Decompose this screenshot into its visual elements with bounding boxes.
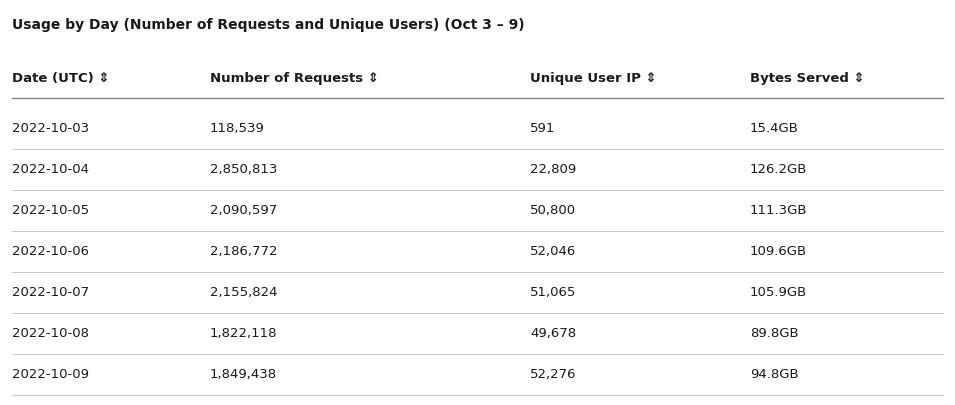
- Text: 1,849,438: 1,849,438: [210, 368, 277, 381]
- Text: 52,276: 52,276: [530, 368, 577, 381]
- Text: Date (UTC) ⇕: Date (UTC) ⇕: [12, 72, 110, 85]
- Text: 2,850,813: 2,850,813: [210, 163, 277, 176]
- Text: 2022-10-03: 2022-10-03: [12, 122, 89, 135]
- Text: Unique User IP ⇕: Unique User IP ⇕: [530, 72, 657, 85]
- Text: 2022-10-06: 2022-10-06: [12, 245, 89, 258]
- Text: 15.4GB: 15.4GB: [750, 122, 799, 135]
- Text: 111.3GB: 111.3GB: [750, 204, 808, 217]
- Text: 2022-10-07: 2022-10-07: [12, 286, 89, 299]
- Text: 49,678: 49,678: [530, 327, 576, 340]
- Text: 2,155,824: 2,155,824: [210, 286, 278, 299]
- Text: 591: 591: [530, 122, 556, 135]
- Text: 2022-10-04: 2022-10-04: [12, 163, 89, 176]
- Text: 89.8GB: 89.8GB: [750, 327, 798, 340]
- Text: 22,809: 22,809: [530, 163, 576, 176]
- Text: 2022-10-08: 2022-10-08: [12, 327, 89, 340]
- Text: 109.6GB: 109.6GB: [750, 245, 807, 258]
- Text: 118,539: 118,539: [210, 122, 265, 135]
- Text: 2,186,772: 2,186,772: [210, 245, 278, 258]
- Text: 52,046: 52,046: [530, 245, 576, 258]
- Text: 2022-10-09: 2022-10-09: [12, 368, 89, 381]
- Text: 94.8GB: 94.8GB: [750, 368, 798, 381]
- Text: 1,822,118: 1,822,118: [210, 327, 278, 340]
- Text: 126.2GB: 126.2GB: [750, 163, 807, 176]
- Text: Number of Requests ⇕: Number of Requests ⇕: [210, 72, 379, 85]
- Text: 2022-10-05: 2022-10-05: [12, 204, 89, 217]
- Text: 50,800: 50,800: [530, 204, 576, 217]
- Text: 51,065: 51,065: [530, 286, 577, 299]
- Text: 2,090,597: 2,090,597: [210, 204, 277, 217]
- Text: Bytes Served ⇕: Bytes Served ⇕: [750, 72, 864, 85]
- Text: Usage by Day (Number of Requests and Unique Users) (Oct 3 – 9): Usage by Day (Number of Requests and Uni…: [12, 18, 524, 32]
- Text: 105.9GB: 105.9GB: [750, 286, 807, 299]
